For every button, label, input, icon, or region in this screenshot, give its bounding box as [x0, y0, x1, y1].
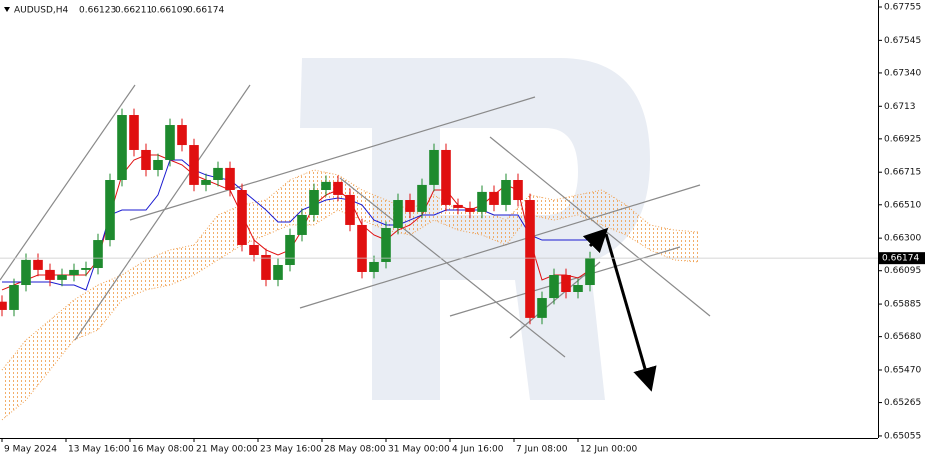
trend-line — [489, 136, 711, 317]
x-tick-label: 31 May 00:00 — [388, 445, 450, 455]
arrow-down — [604, 233, 657, 392]
trend-line — [509, 261, 601, 339]
candle-body — [441, 149, 451, 205]
header-high: 0.66211 — [115, 6, 152, 16]
candle-body — [573, 285, 583, 292]
candle-body — [549, 275, 559, 299]
y-tick-label: 0.66300 — [884, 234, 921, 244]
y-tick-label: 0.65680 — [884, 332, 921, 342]
x-tick-label: 12 Jun 00:00 — [580, 445, 637, 455]
current-price-box — [879, 252, 925, 265]
header-low: 0.66109 — [151, 6, 188, 16]
x-tick-label: 16 May 08:00 — [132, 445, 194, 455]
symbol: AUDUSD,H4 — [14, 6, 69, 16]
candle-body — [381, 227, 391, 262]
candle-body — [405, 200, 415, 212]
trend-line — [129, 96, 536, 221]
x-tick-label: 7 Jun 08:00 — [516, 445, 568, 455]
candle-body — [165, 125, 175, 160]
y-tick-label: 0.67755 — [884, 2, 921, 12]
y-tick-label: 0.65055 — [884, 431, 921, 441]
candle-body — [537, 298, 547, 318]
candle-body — [141, 149, 151, 170]
x-tick-label: 9 May 2024 — [4, 445, 57, 455]
candle-body — [333, 181, 343, 195]
candle-body — [369, 261, 379, 272]
candle-body — [21, 259, 31, 286]
y-tick-label: 0.66510 — [884, 200, 921, 210]
candle-body — [45, 269, 55, 280]
candle-body — [213, 167, 223, 180]
current-price-label: 0.66174 — [882, 254, 919, 264]
forecast-arrows — [582, 227, 657, 392]
header-open: 0.66123 — [79, 6, 116, 16]
x-tick-label: 28 May 08:00 — [324, 445, 386, 455]
candle-body — [477, 191, 487, 212]
candle-body — [237, 190, 247, 245]
y-tick-label: 0.66925 — [884, 134, 921, 144]
candle-body — [273, 264, 283, 280]
header-close: 0.66174 — [187, 6, 224, 16]
candle-body — [321, 181, 331, 191]
candle-body — [561, 275, 571, 292]
candle-body — [105, 179, 115, 241]
candle-body — [93, 240, 103, 269]
candle-body — [429, 149, 439, 185]
time-axis-bg — [0, 438, 948, 459]
arrow-up — [582, 227, 609, 254]
trend-line — [299, 184, 701, 309]
candle-body — [153, 159, 163, 170]
candle-body — [201, 179, 211, 185]
candle-body — [261, 254, 271, 280]
y-tick-label: 0.65265 — [884, 398, 921, 408]
trend-line — [74, 84, 251, 341]
candle-body — [417, 184, 427, 212]
y-tick-label: 0.66095 — [884, 266, 921, 276]
candle-body — [465, 207, 475, 212]
candle-body — [177, 125, 187, 146]
candle-body — [0, 301, 7, 310]
x-tick-label: 23 May 16:00 — [260, 445, 322, 455]
candle-body — [57, 275, 67, 280]
candle-body — [129, 115, 139, 150]
candle-body — [189, 145, 199, 185]
candle-body — [501, 179, 511, 205]
candle-body — [357, 224, 367, 272]
candle-body — [9, 285, 19, 310]
candle-body — [453, 204, 463, 208]
candle-body — [513, 179, 523, 201]
candle-body — [345, 194, 355, 225]
header-triangle — [4, 7, 10, 12]
y-tick-label: 0.67340 — [884, 68, 921, 78]
trend-line — [0, 84, 136, 281]
price-axis-bg — [878, 0, 948, 459]
header: AUDUSD,H4 0.66123 0.66211 0.66109 0.6617… — [4, 6, 224, 16]
candle-body — [297, 214, 307, 235]
trend-line — [339, 177, 566, 358]
candle-body — [249, 244, 259, 255]
x-tick-label: 13 May 16:00 — [68, 445, 130, 455]
x-tick-label: 21 May 00:00 — [196, 445, 258, 455]
candle-body — [33, 259, 43, 270]
candle-body — [309, 190, 319, 215]
candle-body — [525, 200, 535, 318]
candle-body — [225, 167, 235, 191]
candle-body — [81, 268, 91, 270]
y-tick-label: 0.6713 — [884, 102, 916, 112]
y-tick-label: 0.67545 — [884, 36, 921, 46]
x-tick-label: 4 Jun 16:00 — [452, 445, 504, 455]
candle-body — [285, 234, 295, 265]
candle-body — [393, 200, 403, 228]
candle-body — [69, 269, 79, 276]
y-tick-label: 0.65470 — [884, 366, 921, 376]
y-tick-label: 0.65885 — [884, 300, 921, 310]
candle-body — [585, 258, 595, 286]
candle-body — [489, 191, 499, 205]
candle-body — [117, 115, 127, 180]
y-tick-label: 0.66715 — [884, 168, 921, 178]
